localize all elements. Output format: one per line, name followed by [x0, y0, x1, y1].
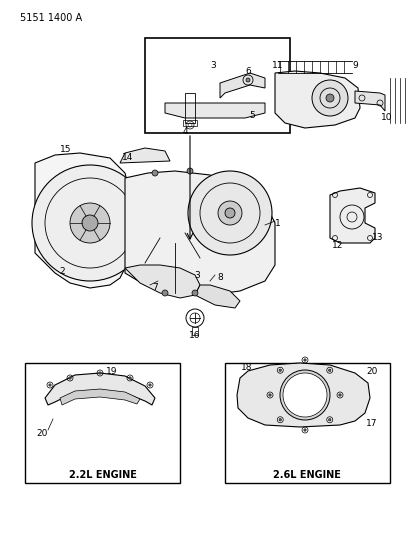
Circle shape [328, 369, 330, 372]
Text: 18: 18 [240, 364, 252, 373]
Bar [182, 120, 196, 126]
Text: 8: 8 [217, 273, 222, 282]
Bar [191, 327, 198, 335]
Text: 4: 4 [182, 126, 187, 135]
Circle shape [218, 201, 241, 225]
Circle shape [128, 377, 131, 379]
Text: 1: 1 [274, 219, 280, 228]
Polygon shape [329, 188, 374, 243]
Text: 3: 3 [210, 61, 216, 70]
Polygon shape [120, 148, 170, 163]
Circle shape [187, 168, 193, 174]
Text: 13: 13 [371, 233, 383, 243]
Text: 17: 17 [365, 418, 377, 427]
Bar [145, 38, 289, 133]
Circle shape [245, 78, 249, 82]
Circle shape [32, 165, 148, 281]
Circle shape [268, 394, 270, 396]
Text: 20: 20 [36, 429, 47, 438]
Circle shape [162, 290, 168, 296]
Circle shape [148, 384, 151, 386]
Text: 2: 2 [59, 266, 65, 276]
Circle shape [49, 384, 51, 386]
Circle shape [279, 418, 281, 421]
Circle shape [303, 359, 306, 361]
Text: 7: 7 [152, 284, 157, 293]
Circle shape [328, 418, 330, 421]
Polygon shape [35, 153, 130, 288]
Circle shape [279, 369, 281, 372]
Polygon shape [60, 389, 139, 405]
Circle shape [188, 171, 271, 255]
Bar [225, 363, 389, 483]
Circle shape [311, 80, 347, 116]
Text: 6: 6 [245, 67, 250, 76]
Polygon shape [354, 91, 384, 111]
Circle shape [282, 373, 326, 417]
Text: 20: 20 [365, 367, 377, 376]
Circle shape [191, 290, 198, 296]
Text: 16: 16 [189, 330, 200, 340]
Circle shape [70, 203, 110, 243]
Polygon shape [45, 373, 155, 405]
Circle shape [152, 170, 157, 176]
Circle shape [325, 94, 333, 102]
Circle shape [303, 429, 306, 431]
Polygon shape [220, 73, 264, 98]
Circle shape [99, 372, 101, 374]
Text: 10: 10 [380, 114, 392, 123]
Polygon shape [236, 363, 369, 427]
Circle shape [82, 215, 98, 231]
Bar [184, 93, 195, 123]
Polygon shape [274, 71, 359, 128]
Text: 2.2L ENGINE: 2.2L ENGINE [69, 470, 137, 480]
Bar [25, 363, 180, 483]
Polygon shape [125, 265, 200, 298]
Circle shape [225, 208, 234, 218]
Polygon shape [164, 103, 264, 118]
Text: 19: 19 [106, 367, 117, 376]
Text: 15: 15 [60, 146, 72, 155]
Circle shape [69, 377, 71, 379]
Circle shape [279, 370, 329, 420]
Text: 5: 5 [249, 110, 254, 119]
Text: 5151 1400 A: 5151 1400 A [20, 13, 82, 23]
Text: 12: 12 [332, 241, 343, 251]
Text: 14: 14 [122, 154, 133, 163]
Text: 2.6L ENGINE: 2.6L ENGINE [272, 470, 340, 480]
Polygon shape [195, 285, 239, 308]
Polygon shape [125, 171, 274, 295]
Text: 9: 9 [351, 61, 357, 69]
Circle shape [338, 394, 340, 396]
Text: 11: 11 [272, 61, 283, 69]
Text: 3: 3 [193, 271, 200, 279]
